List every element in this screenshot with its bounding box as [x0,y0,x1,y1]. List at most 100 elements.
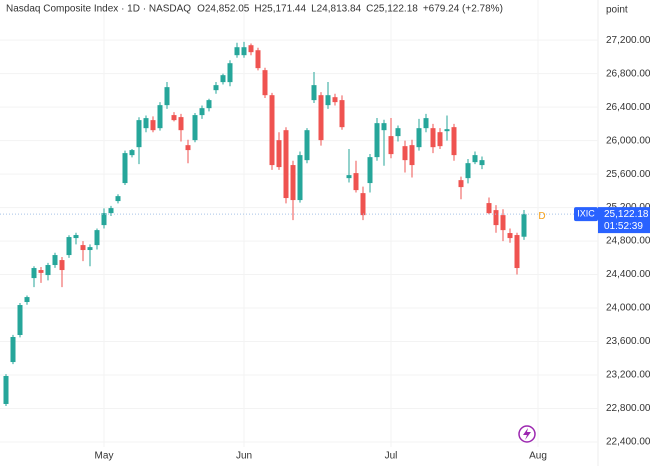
candle-body [311,85,317,101]
candle-body [521,214,527,237]
y-tick-label: 23,600.00 [606,336,650,347]
candle-body [402,146,408,161]
y-tick-label: 24,400.00 [606,269,650,280]
candle-body [45,265,51,276]
candle-body [171,115,177,121]
axis-unit: point [606,5,628,16]
y-tick-label: 22,800.00 [606,403,650,414]
candle-body [416,128,422,148]
candle-body [227,63,233,83]
candle-body [339,100,345,128]
candle-body [52,255,58,266]
candle-body [381,123,387,131]
candle-body [514,235,520,269]
candle-body [500,215,506,231]
candle-body [262,70,268,96]
y-tick-label: 25,600.00 [606,169,650,180]
last-price-box [598,207,650,234]
candle-body [437,132,443,147]
candle-body [122,153,128,184]
candle-body [213,85,219,91]
y-tick-label: 23,200.00 [606,370,650,381]
x-tick-label: Jul [385,451,398,462]
candle-body [94,230,100,246]
candle-body [80,245,86,251]
candle-body [472,155,478,163]
candle-body [17,305,23,335]
candle-body [24,297,30,303]
y-tick-label: 26,800.00 [606,68,650,79]
candle-body [493,210,499,226]
candle-body [241,47,247,56]
y-tick-label: 22,400.00 [606,437,650,448]
candle-body [157,105,163,129]
candle-body [164,87,170,106]
candle-body [451,127,457,156]
candle-body [360,193,366,216]
candle-body [220,75,226,83]
candle-body [115,196,121,202]
y-tick-label: 24,800.00 [606,236,650,247]
candle-body [66,237,72,256]
candle-body [374,123,380,158]
candle-body [276,140,282,168]
chart-title: Nasdaq Composite Index · 1D · NASDAQ [6,4,191,15]
candle-body [388,136,394,155]
candle-body [87,247,93,251]
candle-body [178,117,184,131]
candle-body [3,376,9,404]
candle-body [129,150,135,156]
candle-body [479,160,485,166]
candle-body [185,145,191,151]
candle-body [367,157,373,184]
candle-body [108,208,114,214]
candle-body [234,47,240,56]
candle-body [143,118,149,129]
candle-body [206,100,212,109]
candle-body [458,180,464,188]
candle-body [346,175,352,179]
candle-body [507,233,513,239]
x-tick-label: May [95,451,114,462]
candle-body [192,115,198,141]
candle-body [73,235,79,239]
candle-body [59,260,65,271]
candle-body [38,270,44,273]
header-value: H25,171.44 [254,4,306,15]
candle-body [269,95,275,166]
candle-body [353,173,359,191]
candle-body [290,165,296,201]
candle-body [101,213,107,226]
candle-body [332,97,338,103]
candle-body [423,118,429,129]
candle-body [465,163,471,179]
header-value: L24,813.84 [311,4,361,15]
y-tick-label: 26,000.00 [606,135,650,146]
y-tick-label: 24,000.00 [606,303,650,314]
candle-body [136,120,142,148]
candle-body [248,45,254,53]
candle-body [444,129,450,132]
lightning-icon [523,428,531,440]
candle-body [297,155,303,201]
candle-body [325,95,331,106]
dividend-marker: D [538,211,545,222]
header-value: O24,852.05 [197,4,250,15]
candle-body [430,128,436,148]
header-value: C25,122.18 [366,4,418,15]
last-price-label: 25,122.18 [604,209,649,220]
candle-body [395,128,401,137]
header-value: +679.24 (+2.78%) [423,4,503,15]
candle-body [10,337,16,363]
countdown-label: 01:52:39 [604,221,643,232]
y-tick-label: 26,400.00 [606,102,650,113]
candle-body [486,203,492,214]
candle-body [255,50,261,69]
candle-body [409,145,415,166]
candle-body [304,130,310,161]
y-tick-label: 27,200.00 [606,35,650,46]
symbol-tag: IXIC [577,208,595,218]
